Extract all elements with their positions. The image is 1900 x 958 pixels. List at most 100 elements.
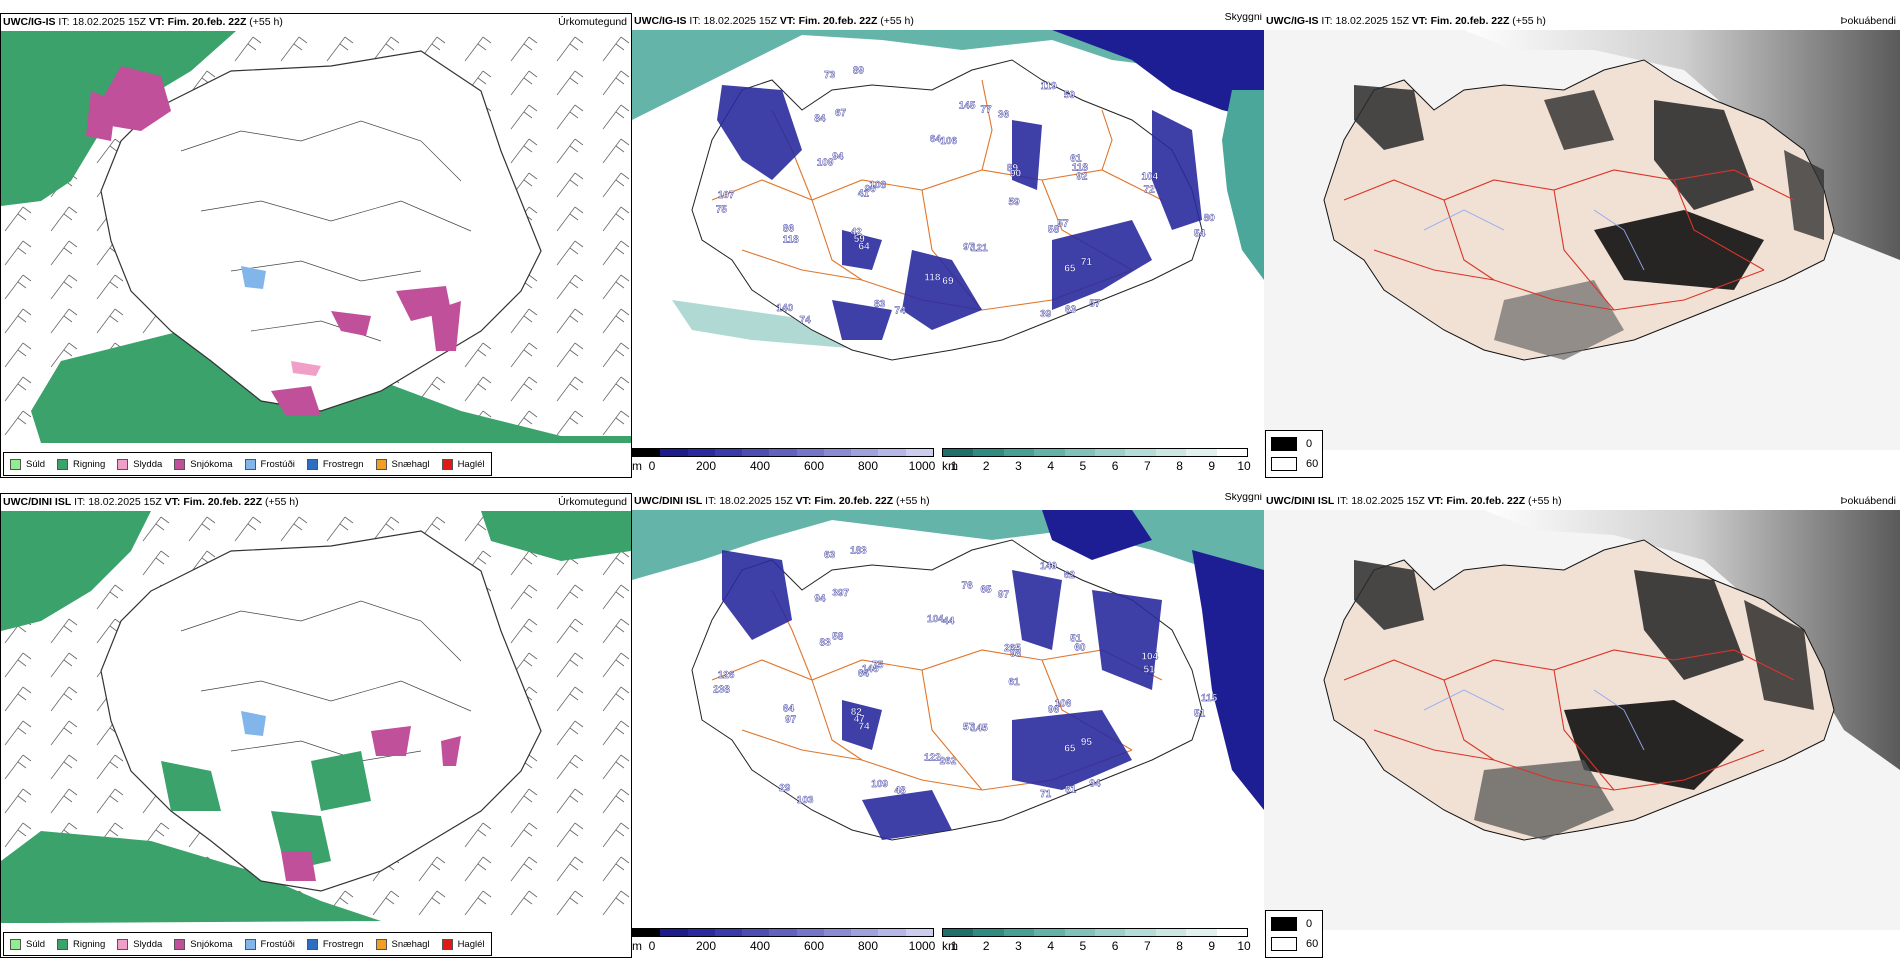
precip-value-label: 122 bbox=[924, 753, 941, 764]
visibility-tick-label: 3 bbox=[1015, 459, 1022, 473]
visibility-tick-label: 1 bbox=[950, 939, 958, 953]
colorbar-step bbox=[1003, 929, 1035, 936]
swatch-freezing-rain bbox=[306, 938, 318, 950]
precip-value-label: 82 bbox=[851, 707, 863, 718]
colorbar-step bbox=[878, 449, 906, 456]
precip-value-label: 44 bbox=[943, 616, 955, 627]
precip-value-label: 183 bbox=[850, 546, 867, 557]
visibility-tick-label: 1 bbox=[950, 459, 958, 473]
visibility-tick-label: 2 bbox=[982, 459, 990, 473]
height-colorbar bbox=[632, 448, 934, 457]
precip-value-label: 60 bbox=[1074, 642, 1086, 653]
swatch-snow bbox=[174, 458, 186, 470]
visibility-tick-label: 9 bbox=[1208, 459, 1216, 473]
precip-value-label: 64 bbox=[930, 134, 942, 145]
rain-area bbox=[1, 831, 381, 923]
precip-value-label: 126 bbox=[718, 670, 735, 681]
precip-map bbox=[1, 31, 631, 443]
fog-swatch-60 bbox=[1271, 457, 1297, 471]
snow-area bbox=[86, 91, 116, 141]
precip-value-label: 61 bbox=[1070, 153, 1082, 164]
height-tick-label: 0 bbox=[648, 459, 656, 473]
precip-value-label: 118 bbox=[783, 234, 800, 245]
colorbar-step bbox=[769, 449, 797, 456]
precip-value-label: 92 bbox=[1076, 171, 1088, 182]
snow-area bbox=[271, 386, 321, 416]
visibility-tick-label: 3 bbox=[1015, 939, 1022, 953]
fog-sea bbox=[1484, 510, 1900, 770]
precip-value-labels: 61 74 76 94 64 51 48 63 106 97 140 145 83 104 103 104 95… bbox=[713, 545, 1218, 806]
snowfall-area bbox=[902, 250, 982, 330]
snowfall-area bbox=[1152, 110, 1202, 230]
swatch-rain bbox=[57, 458, 69, 470]
colorbar-step bbox=[1095, 449, 1126, 456]
precip-value-label: 96 bbox=[1048, 704, 1060, 715]
precip-value-label: 145 bbox=[959, 100, 976, 111]
legend-item: Súld bbox=[10, 938, 45, 950]
precip-value-label: 145 bbox=[971, 723, 988, 734]
precip-value-label: 109 bbox=[817, 158, 834, 169]
colorbar-step bbox=[633, 929, 661, 936]
panel-type-label: Úrkomutegund bbox=[558, 16, 627, 28]
colorbar-step bbox=[823, 449, 852, 456]
legend-item: Snjókoma bbox=[174, 458, 233, 470]
precip-value-label: 64 bbox=[859, 241, 871, 252]
swatch-snow-pellets bbox=[375, 458, 387, 470]
precip-value-label: 118 bbox=[1072, 162, 1089, 173]
colorbar-step bbox=[660, 929, 688, 936]
precip-value-label: 108 bbox=[869, 180, 886, 191]
visibility-tick-label: 7 bbox=[1143, 939, 1151, 953]
precip-value-label: 59 bbox=[1064, 90, 1076, 101]
legend-item: Frostregn bbox=[306, 938, 364, 950]
visibility-tick-label: 7 bbox=[1143, 459, 1151, 473]
visibility-tick-label: 5 bbox=[1079, 459, 1087, 473]
precip-value-label: 97 bbox=[998, 590, 1010, 601]
precip-value-label: 103 bbox=[797, 795, 814, 806]
rivers bbox=[1423, 689, 1645, 751]
swatch-rain bbox=[57, 938, 69, 950]
colorbar-step bbox=[742, 929, 770, 936]
precip-value-label: 121 bbox=[971, 243, 988, 254]
precip-value-label: 65 bbox=[1064, 263, 1076, 274]
height-tick-label: 800 bbox=[857, 939, 879, 953]
precip-value-label: 41 bbox=[858, 189, 870, 200]
colorbar-step bbox=[1125, 929, 1156, 936]
legend-item: Frostúði bbox=[244, 458, 295, 470]
colorbar-step bbox=[1064, 449, 1096, 456]
height-colorbar bbox=[632, 928, 934, 937]
visibility-panel: UWC/DINI ISL IT: 18.02.2025 15Z VT: Fim.… bbox=[632, 493, 1264, 958]
precip-value-label: 65 bbox=[980, 585, 992, 596]
fog-patch bbox=[1474, 760, 1614, 840]
precip-value-label: 71 bbox=[1081, 257, 1093, 268]
swatch-snow-pellets bbox=[375, 938, 387, 950]
colorbars: m 0 200 400 600 800 1000 km 1 2 3 4 5 6 7 8 9 10 bbox=[632, 444, 1264, 478]
visibility-tick-label: 6 bbox=[1111, 939, 1119, 953]
legend-item: Haglél bbox=[441, 938, 485, 950]
precip-value-label: 94 bbox=[814, 594, 826, 605]
visibility-colorbar bbox=[942, 448, 1248, 457]
precip-legend: Súld Rigning Slydda Snjókoma Frostúði Fr… bbox=[3, 452, 492, 476]
fog-patch bbox=[1354, 85, 1424, 150]
height-tick-label: 400 bbox=[749, 459, 771, 473]
colorbar-step bbox=[851, 929, 879, 936]
precip-value-label: 140 bbox=[776, 303, 793, 314]
fog-indicator-panel: UWC/DINI ISL IT: 18.02.2025 15Z VT: Fim.… bbox=[1264, 493, 1900, 958]
snowfall-area bbox=[1092, 590, 1162, 690]
precip-map-canvas bbox=[1, 511, 631, 923]
legend-item: Haglél bbox=[441, 458, 485, 470]
fog-patch bbox=[1744, 600, 1814, 710]
precip-value-label: 104 bbox=[1141, 652, 1158, 663]
snow-area bbox=[431, 301, 461, 351]
colorbar-step bbox=[1216, 449, 1248, 456]
panel-type-label: Þokuábendi bbox=[1840, 495, 1896, 507]
colorbar-step bbox=[943, 449, 974, 456]
visibility-tick-label: 9 bbox=[1208, 939, 1216, 953]
visibility-tick-label: 8 bbox=[1176, 459, 1183, 473]
visibility-tick-label: 10 bbox=[1237, 939, 1251, 953]
precip-value-label: 109 bbox=[871, 779, 888, 790]
precip-value-label: 36 bbox=[998, 110, 1010, 121]
legend-item: Rigning bbox=[57, 938, 105, 950]
precip-value-label: 146 bbox=[862, 664, 879, 675]
precip-value-label: 74 bbox=[800, 315, 812, 326]
snowfall-area bbox=[722, 550, 792, 640]
